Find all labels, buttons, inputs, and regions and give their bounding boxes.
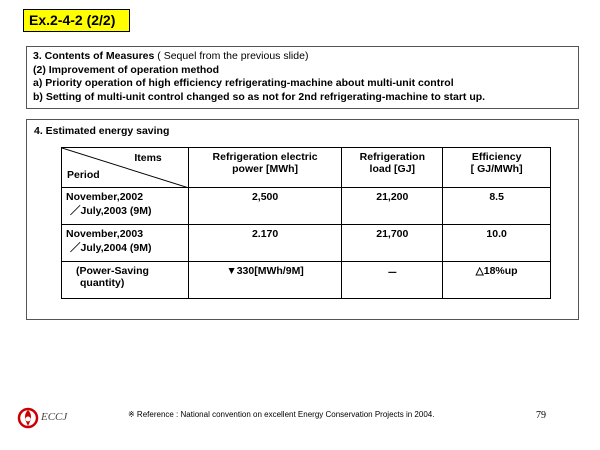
header-items-label: Items bbox=[134, 152, 162, 164]
row-load: 21,700 bbox=[341, 224, 444, 262]
row-load: 21,200 bbox=[341, 187, 444, 225]
page-number: 79 bbox=[536, 410, 546, 421]
summary-power: ▼330[MWh/9M] bbox=[187, 261, 343, 299]
row-period: November,2003 ／July,2004 (9M) bbox=[61, 224, 189, 262]
measures-item-b: b) Setting of multi-unit control changed… bbox=[33, 90, 486, 103]
header-power: Refrigeration electric power [MWh] bbox=[187, 147, 343, 188]
measures-box: 3. Contents of Measures ( Sequel from th… bbox=[26, 46, 579, 109]
slide-title: Ex.2-4-2 (2/2) bbox=[23, 9, 130, 32]
summary-load: － bbox=[341, 261, 444, 299]
header-load: Refrigeration load [GJ] bbox=[341, 147, 444, 188]
table-summary-row: (Power-Saving quantity) ▼330[MWh/9M] － △1… bbox=[61, 261, 551, 299]
header-period-label: Period bbox=[67, 169, 100, 181]
eccj-logo: ECCJ bbox=[17, 407, 77, 429]
energy-saving-title: 4. Estimated energy saving bbox=[34, 125, 170, 137]
logo-text: ECCJ bbox=[41, 411, 68, 423]
row-power: 2,500 bbox=[187, 187, 343, 225]
measures-subheading: (2) Improvement of operation method bbox=[33, 63, 220, 76]
flame-logo-icon bbox=[17, 407, 39, 429]
reference-note: ※ Reference : National convention on exc… bbox=[128, 410, 435, 419]
measures-item-a: a) Priority operation of high efficiency… bbox=[33, 77, 454, 89]
measures-heading: 3. Contents of Measures ( Sequel from th… bbox=[33, 50, 309, 62]
summary-efficiency: △18%up bbox=[442, 261, 551, 299]
summary-label: (Power-Saving quantity) bbox=[61, 261, 189, 299]
header-corner-cell: Items Period bbox=[61, 147, 189, 188]
diagonal-line bbox=[62, 148, 189, 188]
row-power: 2.170 bbox=[187, 224, 343, 262]
row-efficiency: 10.0 bbox=[442, 224, 551, 262]
row-efficiency: 8.5 bbox=[442, 187, 551, 225]
table-header-row: Items Period Refrigeration electric power… bbox=[61, 147, 551, 188]
table-row: November,2002 ／July,2003 (9M) 2,500 21,20… bbox=[61, 187, 551, 225]
row-period: November,2002 ／July,2003 (9M) bbox=[61, 187, 189, 225]
table-row: November,2003 ／July,2004 (9M) 2.170 21,70… bbox=[61, 224, 551, 262]
header-efficiency: Efficiency[ GJ/MWh] bbox=[442, 147, 551, 188]
energy-saving-box: 4. Estimated energy saving Items Period … bbox=[26, 119, 579, 320]
energy-saving-table: Items Period Refrigeration electric power… bbox=[61, 147, 551, 299]
